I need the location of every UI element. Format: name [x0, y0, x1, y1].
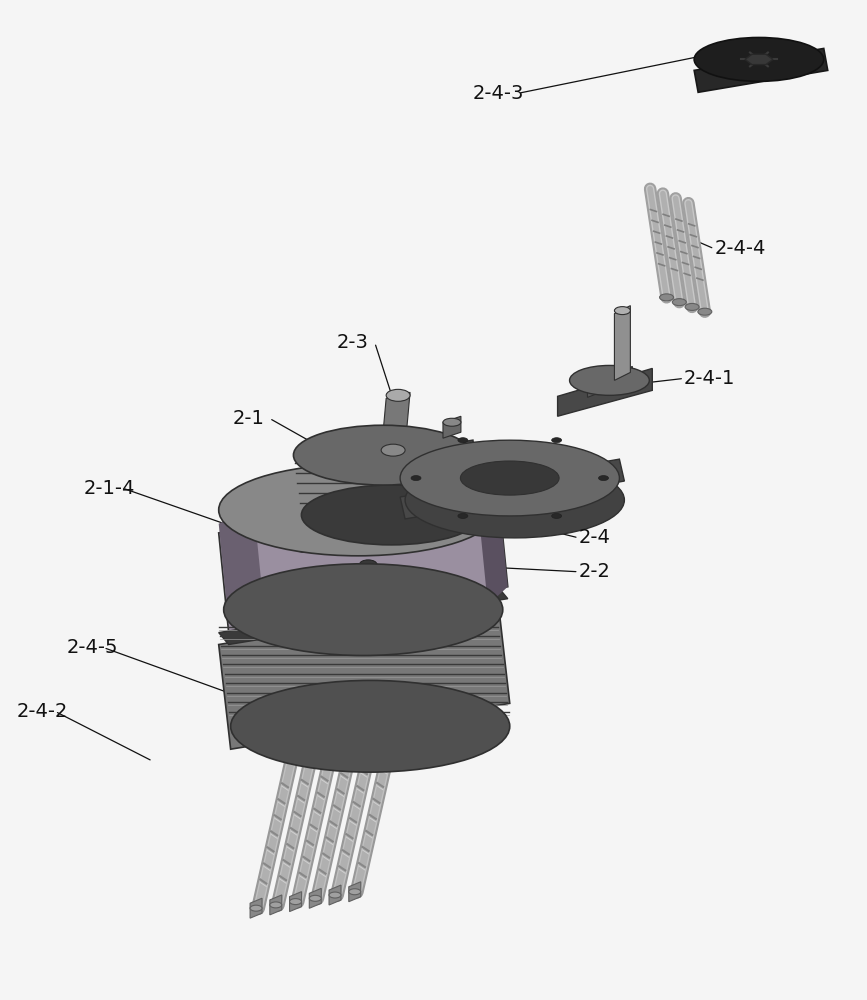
Ellipse shape — [250, 905, 262, 911]
Ellipse shape — [218, 464, 498, 556]
Polygon shape — [745, 54, 772, 65]
Ellipse shape — [551, 438, 562, 443]
Polygon shape — [478, 487, 508, 605]
Text: 2-4-2: 2-4-2 — [17, 702, 68, 721]
Ellipse shape — [698, 308, 712, 315]
Ellipse shape — [411, 476, 421, 481]
Polygon shape — [443, 416, 461, 438]
Polygon shape — [588, 366, 632, 397]
Polygon shape — [694, 48, 828, 92]
Text: 2-4-3: 2-4-3 — [473, 84, 524, 103]
Polygon shape — [349, 882, 361, 902]
Ellipse shape — [224, 564, 503, 656]
Ellipse shape — [381, 444, 405, 456]
Ellipse shape — [458, 513, 468, 518]
Ellipse shape — [443, 418, 461, 426]
Polygon shape — [557, 368, 652, 416]
Text: 2-2: 2-2 — [578, 562, 610, 581]
Polygon shape — [250, 898, 262, 918]
Ellipse shape — [460, 461, 559, 495]
Polygon shape — [218, 599, 510, 749]
Polygon shape — [329, 885, 341, 905]
Ellipse shape — [329, 892, 341, 898]
Text: 2-1: 2-1 — [233, 409, 265, 428]
Ellipse shape — [349, 889, 361, 895]
Ellipse shape — [598, 476, 609, 481]
Ellipse shape — [685, 303, 699, 310]
Ellipse shape — [458, 438, 468, 443]
Ellipse shape — [381, 544, 395, 552]
Ellipse shape — [386, 389, 410, 401]
Polygon shape — [381, 392, 410, 453]
Ellipse shape — [359, 560, 377, 570]
Ellipse shape — [293, 425, 473, 485]
Polygon shape — [310, 888, 322, 908]
Polygon shape — [218, 487, 508, 633]
Text: 2-3: 2-3 — [336, 333, 368, 352]
Text: 2-1-4: 2-1-4 — [83, 479, 135, 498]
Ellipse shape — [270, 902, 282, 908]
Ellipse shape — [672, 299, 687, 306]
Ellipse shape — [310, 895, 322, 901]
Polygon shape — [293, 440, 481, 530]
Ellipse shape — [615, 307, 630, 315]
Ellipse shape — [336, 575, 351, 584]
Polygon shape — [615, 306, 630, 380]
Text: 2-4: 2-4 — [578, 528, 610, 547]
Ellipse shape — [231, 680, 510, 772]
Polygon shape — [218, 505, 264, 623]
Ellipse shape — [296, 543, 311, 552]
Text: 2-4-5: 2-4-5 — [66, 638, 118, 657]
Polygon shape — [218, 587, 508, 645]
Ellipse shape — [405, 462, 624, 538]
Ellipse shape — [570, 365, 649, 395]
Ellipse shape — [400, 440, 619, 516]
Text: 2-4-4: 2-4-4 — [714, 239, 766, 258]
Ellipse shape — [694, 37, 824, 81]
Ellipse shape — [290, 899, 302, 905]
Polygon shape — [400, 459, 624, 519]
Ellipse shape — [551, 513, 562, 518]
Ellipse shape — [660, 294, 674, 301]
Ellipse shape — [406, 528, 420, 536]
Ellipse shape — [317, 527, 329, 533]
Text: 2-4-1: 2-4-1 — [684, 369, 735, 388]
Ellipse shape — [302, 485, 481, 545]
Polygon shape — [290, 892, 302, 912]
Polygon shape — [270, 895, 282, 915]
